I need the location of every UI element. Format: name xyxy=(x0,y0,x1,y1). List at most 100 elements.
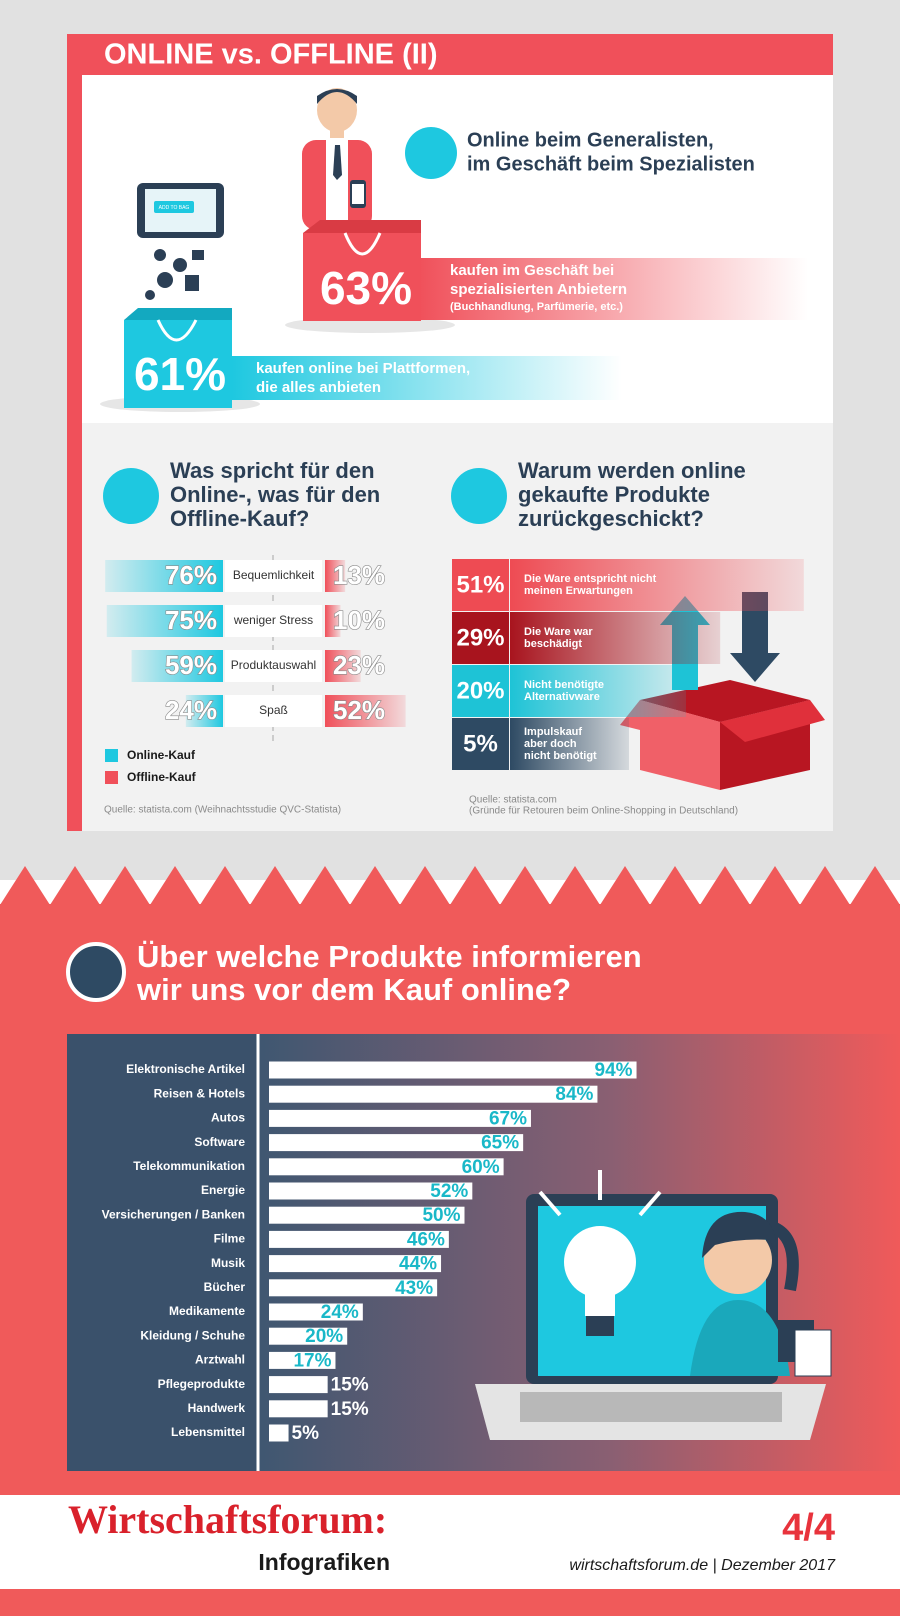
data-label: 65% xyxy=(481,1133,519,1154)
data-label: 43% xyxy=(395,1278,433,1299)
brand-subtitle: Infografiken xyxy=(258,1549,390,1575)
data-label: 20% xyxy=(305,1326,343,1347)
heading: Online beim Generalisten, xyxy=(467,129,714,151)
main-title: ONLINE vs. OFFLINE (II) xyxy=(104,39,438,71)
data-label: 75% xyxy=(165,605,217,635)
chart-title: Warum werden online xyxy=(518,458,746,483)
label-panel xyxy=(67,1034,258,1471)
chart-title: Was spricht für den xyxy=(170,458,375,483)
category-label: Bequemlichkeit xyxy=(233,568,315,582)
category-label: Reisen & Hotels xyxy=(154,1086,246,1100)
legend-label: Offline-Kauf xyxy=(127,770,197,784)
stat-note: (Buchhandlung, Parfümerie, etc.) xyxy=(450,301,623,313)
footer-stripe xyxy=(0,1589,900,1616)
data-label: 60% xyxy=(462,1157,500,1178)
data-label: 13% xyxy=(333,560,385,590)
data-label: 24% xyxy=(165,695,217,725)
bar xyxy=(269,1400,328,1418)
bar xyxy=(325,605,341,637)
bullet xyxy=(66,942,126,1002)
data-label: 59% xyxy=(165,650,217,680)
category-box xyxy=(225,560,322,592)
data-label: 29% xyxy=(456,624,504,651)
chart-title: wir uns vor dem Kauf online? xyxy=(136,972,571,1007)
bar xyxy=(269,1376,328,1394)
bar xyxy=(325,650,361,682)
bar xyxy=(269,1424,289,1442)
category-label: Elektronische Artikel xyxy=(126,1062,245,1076)
category-box xyxy=(225,650,322,682)
return-box xyxy=(620,592,825,790)
data-label: 5% xyxy=(463,730,498,757)
chart-title: zurückgeschickt? xyxy=(518,506,704,531)
data-label: 23% xyxy=(333,650,385,680)
red-bag xyxy=(285,220,455,333)
left-stripe xyxy=(67,34,82,831)
bar xyxy=(269,1351,336,1369)
category-label: Die Ware entspricht nicht xyxy=(524,573,657,585)
data-label: 94% xyxy=(595,1060,633,1081)
category-label: weniger Stress xyxy=(233,613,313,627)
category-label: Medikamente xyxy=(169,1304,245,1318)
category-label: Spaß xyxy=(259,703,288,717)
stat-text: kaufen online bei Plattformen, xyxy=(256,360,470,377)
data-label: 51% xyxy=(456,571,504,598)
online-band xyxy=(232,356,622,400)
category-label: Telekommunikation xyxy=(133,1159,245,1173)
category-label: aber doch xyxy=(524,738,577,750)
stat-value: 61% xyxy=(134,348,226,400)
category-label: Pflegeprodukte xyxy=(158,1377,246,1391)
cyan-bag xyxy=(100,308,260,412)
salesman xyxy=(302,88,372,230)
data-label: 10% xyxy=(333,605,385,635)
data-label: 20% xyxy=(456,677,504,704)
category-label: Autos xyxy=(211,1111,245,1125)
category-label: Alternativware xyxy=(524,691,600,703)
legend-swatch xyxy=(105,771,118,784)
bar xyxy=(269,1327,348,1345)
category-label: Versicherungen / Banken xyxy=(102,1207,245,1221)
chart-title: Online-, was für den xyxy=(170,482,380,507)
bullet xyxy=(451,468,507,524)
bar xyxy=(510,559,804,611)
bullet xyxy=(405,127,457,179)
zigzag xyxy=(0,866,900,905)
page-number: 4/4 xyxy=(782,1507,835,1549)
category-label: Impulskauf xyxy=(524,726,582,738)
data-label: 84% xyxy=(555,1084,593,1105)
bar xyxy=(269,1279,438,1297)
category-label: Die Ware war xyxy=(524,626,593,638)
bar xyxy=(510,612,721,664)
source: Quelle: statista.com xyxy=(469,795,557,806)
heading: im Geschäft beim Spezialisten xyxy=(467,153,755,175)
legend-swatch xyxy=(105,749,118,762)
bar xyxy=(510,665,686,717)
stat-text: kaufen im Geschäft bei xyxy=(450,262,614,279)
bar xyxy=(269,1158,504,1176)
category-label: Energie xyxy=(201,1183,245,1197)
footer-background xyxy=(0,1495,900,1589)
data-label: 52% xyxy=(333,695,385,725)
data-label: 15% xyxy=(331,1399,369,1420)
brand: Wirtschaftsforum: xyxy=(68,1497,387,1542)
bar xyxy=(269,1303,363,1321)
stat-text: spezialisierten Anbietern xyxy=(450,281,627,298)
category-label: Produktauswahl xyxy=(231,658,316,672)
category-box xyxy=(225,695,322,727)
data-label: 44% xyxy=(399,1254,437,1275)
category-label: Bücher xyxy=(204,1280,246,1294)
stat-text: die alles anbieten xyxy=(256,379,381,396)
stat-value: 63% xyxy=(320,262,412,314)
bar xyxy=(105,560,223,592)
value-box xyxy=(452,612,509,664)
bar xyxy=(269,1061,637,1079)
category-label: Kleidung / Schuhe xyxy=(140,1328,245,1342)
bar xyxy=(269,1182,473,1200)
data-label: 17% xyxy=(293,1350,331,1371)
bar xyxy=(185,695,223,727)
value-box xyxy=(452,718,509,770)
zigzag-teeth xyxy=(0,866,900,905)
chart-title: Offline-Kauf? xyxy=(170,506,309,531)
data-label: 15% xyxy=(331,1375,369,1396)
